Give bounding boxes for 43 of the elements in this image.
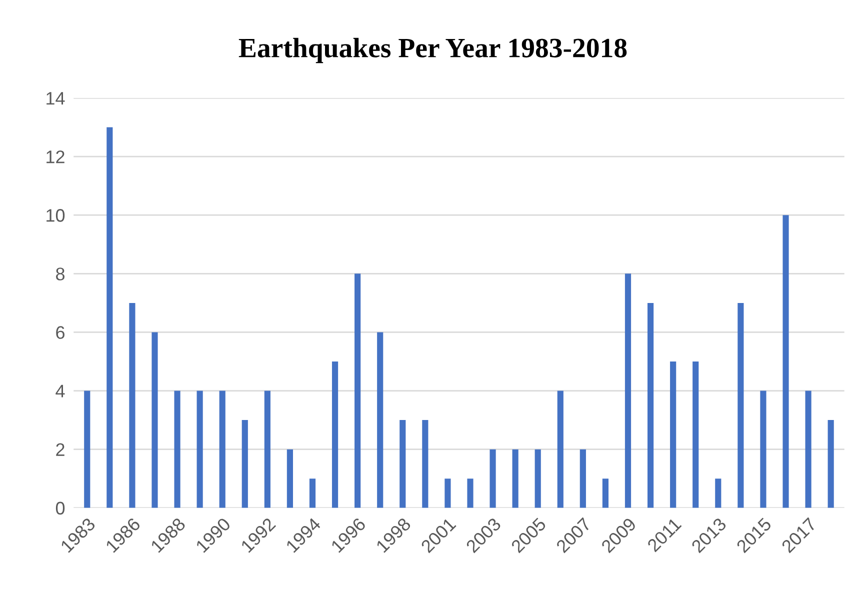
bar [242,420,248,508]
bar [377,332,384,508]
chart-title: Earthquakes Per Year 1983-2018 [238,38,627,64]
bar [106,127,113,508]
bar [264,390,270,508]
bar [467,478,474,508]
bar [219,390,226,508]
bar [670,361,676,508]
bar [84,390,90,508]
bar [512,449,518,508]
bar [805,390,812,508]
bar [715,478,722,508]
bar [286,449,293,508]
bar [196,390,203,508]
bar [782,215,789,508]
bar [534,449,541,508]
bar [422,420,428,508]
y-tick-label: 10 [46,209,65,222]
bar [647,302,654,508]
bar [174,390,180,508]
y-tick-label: 8 [56,268,64,280]
bar [152,332,158,508]
bar [490,449,496,508]
bar [309,478,316,508]
bar [738,302,744,508]
bar [602,478,609,508]
bar [444,478,451,508]
y-tick-label: 0 [56,502,65,515]
bar [354,274,361,508]
bar [400,420,406,508]
bar [557,390,564,508]
bar [580,449,586,508]
y-tick-label: 12 [46,150,64,164]
bar [828,420,834,508]
y-tick-label: 2 [56,443,64,456]
bar [624,274,632,508]
bar [760,390,766,508]
bar [692,361,699,508]
bar [332,361,338,508]
bar [129,302,136,508]
y-tick-label: 14 [46,92,65,105]
y-tick-label: 4 [56,384,65,398]
y-tick-label: 6 [56,326,64,339]
